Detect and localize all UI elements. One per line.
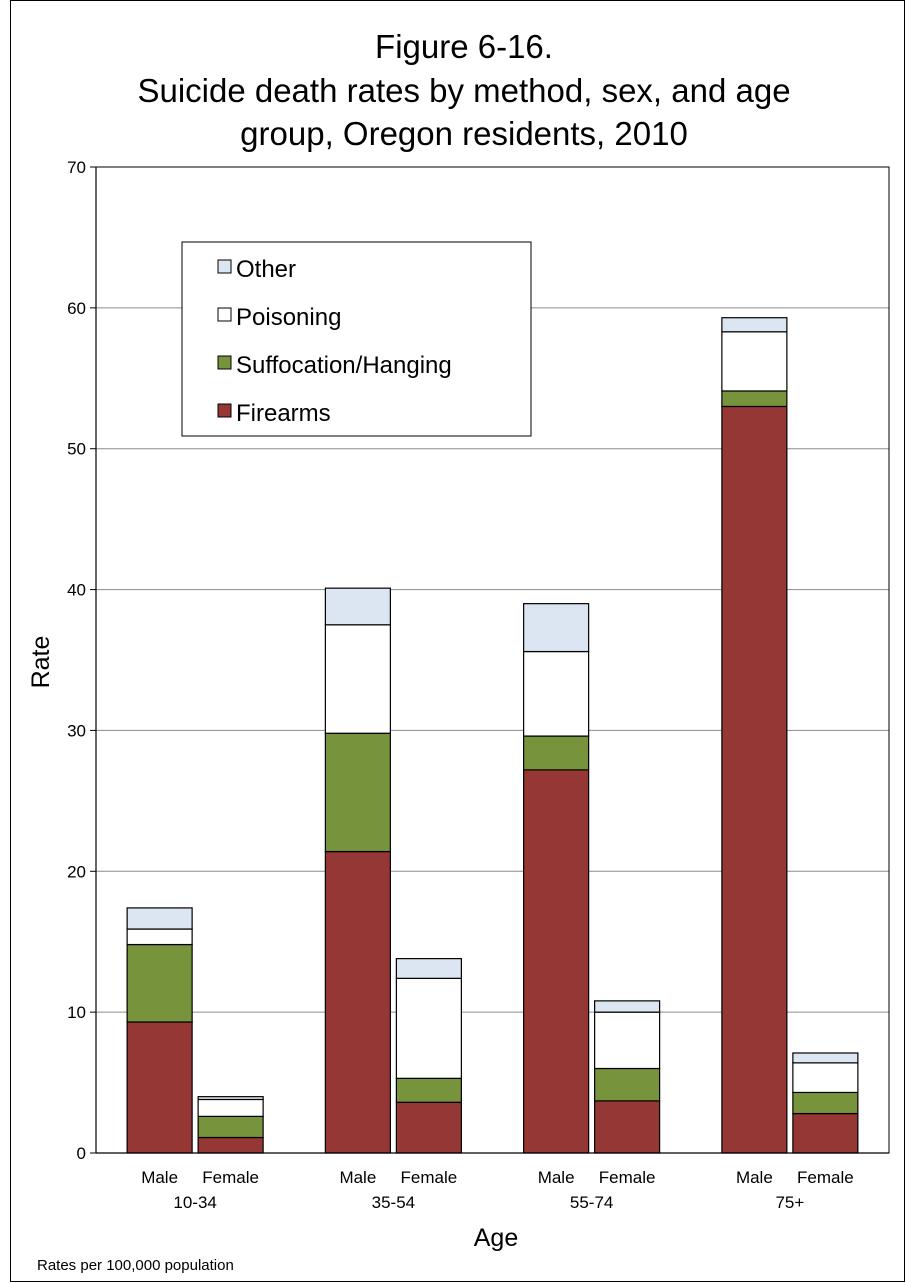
y-tick-label: 60 [67, 299, 86, 318]
bar-segment-other [197, 1096, 264, 1101]
bar-segment-poisoning [324, 624, 391, 734]
x-tick-label: Female [599, 1168, 656, 1187]
bar-segment-poisoning [523, 650, 590, 737]
bar-segment-suffocation-hanging [395, 1077, 462, 1103]
x-axis-title: Age [474, 1224, 518, 1252]
y-tick-label: 20 [67, 862, 86, 881]
x-tick-label: Male [339, 1168, 376, 1187]
bar-segment-poisoning [594, 1011, 661, 1070]
legend-label: Suffocation/Hanging [236, 352, 452, 379]
chart-title: Figure 6-16. Suicide death rates by meth… [137, 28, 790, 152]
y-tick-label: 70 [67, 158, 86, 177]
bar-segment-firearms [523, 769, 590, 1154]
bar-segment-suffocation-hanging [594, 1067, 661, 1102]
y-axis-title: Rate [27, 636, 55, 689]
legend-swatch [217, 307, 232, 322]
y-tick-label: 0 [77, 1144, 86, 1163]
bar-segment-poisoning [395, 977, 462, 1079]
x-tick-label: Male [538, 1168, 575, 1187]
bar-segment-firearms [324, 850, 391, 1154]
bar-segment-other [395, 958, 462, 979]
bar-segment-suffocation-hanging [197, 1115, 264, 1139]
bar-segment-other [594, 1000, 661, 1013]
x-group-label: 75+ [775, 1193, 804, 1212]
legend-label: Firearms [236, 400, 331, 427]
bar-segment-poisoning [792, 1062, 859, 1094]
bar-segment-suffocation-hanging [792, 1091, 859, 1115]
x-group-label: 10-34 [173, 1193, 216, 1212]
bar-segment-firearms [792, 1112, 859, 1154]
x-tick-label: Female [202, 1168, 259, 1187]
y-tick-label: 30 [67, 721, 86, 740]
title-line-2: Suicide death rates by method, sex, and … [137, 72, 790, 109]
footnote: Rates per 100,000 population [37, 1257, 234, 1274]
legend-swatch [217, 403, 232, 418]
bar-segment-poisoning [721, 331, 788, 392]
x-tick-label: Female [401, 1168, 458, 1187]
bar-segment-other [324, 587, 391, 626]
bar-segment-suffocation-hanging [523, 735, 590, 771]
plot-area: 0 10 20 30 40 50 60 70 Male Female 10-34 Male Female… [67, 158, 890, 1212]
legend-box [181, 241, 532, 437]
bar-segment-firearms [395, 1101, 462, 1154]
legend-swatch [217, 355, 232, 370]
title-line-3: group, Oregon residents, 2010 [240, 115, 688, 152]
legend-label: Other [236, 256, 296, 283]
x-group-label: 35-54 [372, 1193, 415, 1212]
legend-label: Poisoning [236, 304, 341, 331]
x-group-label: 55-74 [570, 1193, 613, 1212]
bar-segment-other [721, 317, 788, 333]
title-line-1: Figure 6-16. [375, 28, 553, 65]
y-tick-label: 50 [67, 440, 86, 459]
bar-segment-poisoning [126, 928, 193, 946]
bar-segment-suffocation-hanging [126, 943, 193, 1023]
x-tick-label: Male [736, 1168, 773, 1187]
y-tick-label: 40 [67, 581, 86, 600]
bar-segment-firearms [594, 1100, 661, 1154]
bar-segment-other [792, 1052, 859, 1064]
legend-swatch [217, 259, 232, 274]
bar-segment-other [126, 907, 193, 930]
bar-segment-poisoning [197, 1098, 264, 1117]
x-tick-label: Female [797, 1168, 854, 1187]
bar-segment-firearms [126, 1021, 193, 1154]
legend: Other Poisoning Suffocation/Hanging Firearm… [181, 241, 532, 437]
bar-segment-firearms [721, 405, 788, 1154]
y-tick-label: 10 [67, 1003, 86, 1022]
bar-segment-suffocation-hanging [324, 732, 391, 853]
bar-segment-other [523, 603, 590, 653]
bar-segment-suffocation-hanging [721, 390, 788, 408]
x-tick-label: Male [141, 1168, 178, 1187]
bar-segment-firearms [197, 1136, 264, 1154]
